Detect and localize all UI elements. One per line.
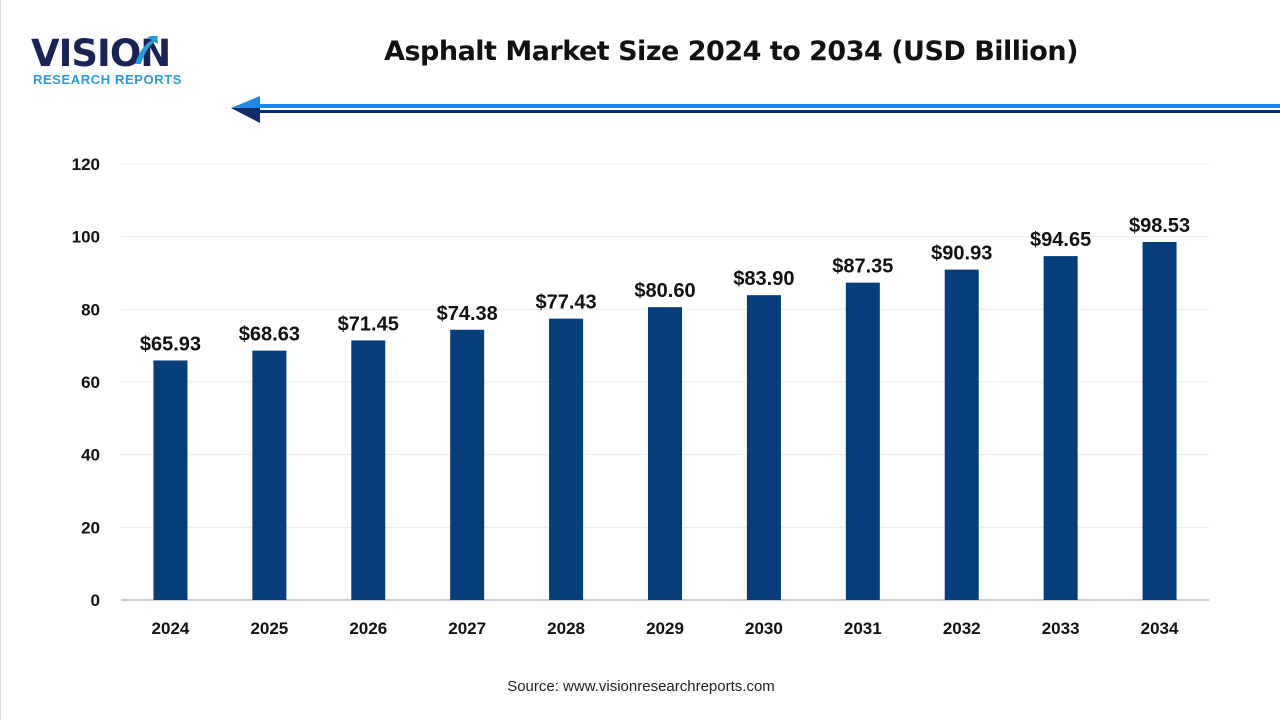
- y-tick-label: 60: [81, 373, 100, 392]
- logo-tagline: RESEARCH REPORTS: [33, 72, 182, 87]
- data-label: $83.90: [733, 268, 794, 290]
- data-label: $77.43: [536, 292, 597, 314]
- x-tick-label: 2024: [152, 619, 190, 638]
- vision-logo-image: VISION RESEARCH REPORTS: [31, 32, 182, 87]
- data-label: $80.60: [634, 280, 695, 302]
- y-tick-label: 80: [81, 300, 100, 319]
- bar-2024: [153, 360, 188, 600]
- bar-2031: [845, 282, 880, 600]
- arrow-head-top: [231, 96, 260, 108]
- x-tick-label: 2032: [943, 619, 981, 638]
- x-tick-label: 2025: [250, 619, 288, 638]
- data-label: $90.93: [931, 243, 992, 265]
- y-tick-label: 0: [91, 591, 100, 610]
- x-tick-label: 2033: [1042, 619, 1080, 638]
- bar-2025: [252, 350, 287, 600]
- y-tick-label: 20: [81, 518, 100, 537]
- source-note: Source: www.visionresearchreports.com: [507, 678, 775, 695]
- y-tick-label: 40: [81, 446, 100, 465]
- arrow-line-dark: [256, 110, 1280, 113]
- x-tick-label: 2028: [547, 619, 585, 638]
- data-label: $68.63: [239, 324, 300, 346]
- data-label: $98.53: [1129, 215, 1190, 237]
- data-label: $71.45: [338, 313, 399, 335]
- bar-2033: [1043, 256, 1078, 600]
- x-tick-label: 2027: [448, 619, 486, 638]
- bar-2030: [746, 295, 781, 600]
- bar-2027: [450, 329, 485, 600]
- bar-2034: [1142, 242, 1177, 600]
- x-tick-label: 2026: [349, 619, 387, 638]
- x-tick-label: 2029: [646, 619, 684, 638]
- data-label: $74.38: [437, 303, 498, 325]
- bar-2032: [944, 269, 979, 600]
- bar-2029: [648, 307, 682, 600]
- logo-word: VISION: [31, 36, 170, 75]
- x-tick-label: 2034: [1141, 619, 1179, 638]
- bar-2026: [351, 340, 386, 600]
- bar-2028: [549, 318, 584, 600]
- logo-arrow-icon: [135, 32, 158, 64]
- arrow-line-light: [256, 104, 1280, 108]
- chart-title: Asphalt Market Size 2024 to 2034 (USD Bi…: [384, 36, 1078, 67]
- arrow-head-bottom: [231, 108, 260, 123]
- data-label: $65.93: [140, 333, 201, 355]
- y-tick-label: 120: [72, 155, 100, 174]
- header-arrow: [231, 96, 1280, 123]
- x-tick-label: 2030: [745, 619, 783, 638]
- x-tick-label: 2031: [844, 619, 882, 638]
- data-label: $87.35: [832, 256, 893, 278]
- data-label: $94.65: [1030, 229, 1091, 251]
- y-tick-label: 100: [72, 228, 100, 247]
- logo: VISION RESEARCH REPORTS: [31, 32, 191, 95]
